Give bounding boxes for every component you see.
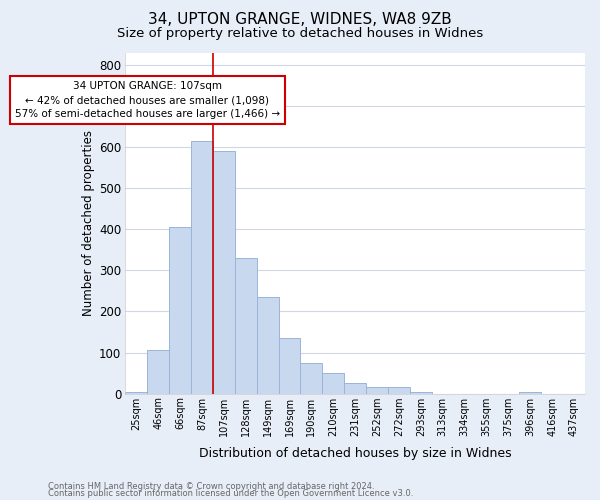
Y-axis label: Number of detached properties: Number of detached properties: [82, 130, 95, 316]
Bar: [322, 373, 344, 394]
Bar: [213, 151, 235, 394]
Bar: [257, 297, 278, 394]
Bar: [191, 141, 213, 394]
Bar: [520, 392, 541, 394]
Text: 34 UPTON GRANGE: 107sqm
← 42% of detached houses are smaller (1,098)
57% of semi: 34 UPTON GRANGE: 107sqm ← 42% of detache…: [15, 82, 280, 120]
Bar: [301, 363, 322, 394]
Bar: [235, 258, 257, 394]
Bar: [410, 392, 432, 394]
Text: Contains public sector information licensed under the Open Government Licence v3: Contains public sector information licen…: [48, 490, 413, 498]
Text: 34, UPTON GRANGE, WIDNES, WA8 9ZB: 34, UPTON GRANGE, WIDNES, WA8 9ZB: [148, 12, 452, 28]
Bar: [125, 392, 148, 394]
Bar: [344, 384, 366, 394]
Bar: [388, 388, 410, 394]
Bar: [366, 388, 388, 394]
Text: Size of property relative to detached houses in Widnes: Size of property relative to detached ho…: [117, 28, 483, 40]
Bar: [148, 350, 169, 394]
X-axis label: Distribution of detached houses by size in Widnes: Distribution of detached houses by size …: [199, 447, 512, 460]
Bar: [278, 338, 301, 394]
Text: Contains HM Land Registry data © Crown copyright and database right 2024.: Contains HM Land Registry data © Crown c…: [48, 482, 374, 491]
Bar: [169, 227, 191, 394]
